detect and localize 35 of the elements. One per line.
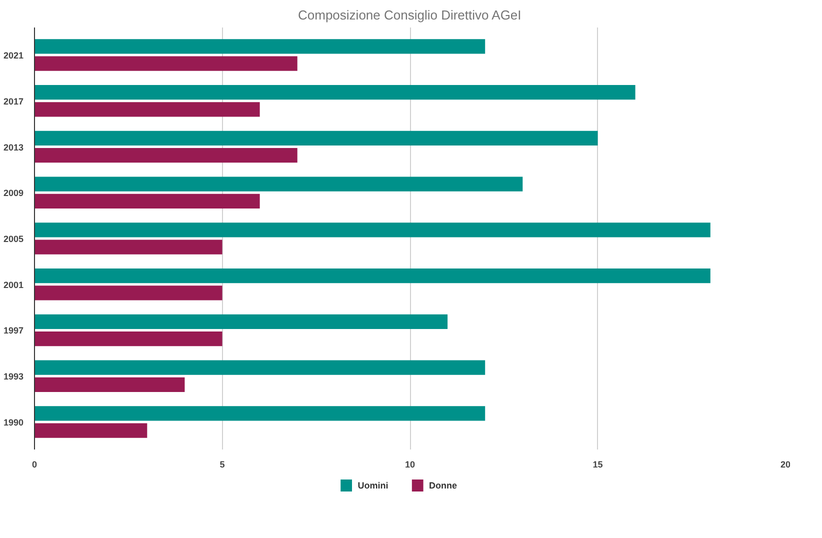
legend-label: Uomini <box>358 480 388 490</box>
x-tick-label: 15 <box>592 460 603 470</box>
legend-label: Donne <box>429 480 458 490</box>
x-tick-label: 0 <box>32 460 38 470</box>
y-tick-label: 2017 <box>3 96 24 106</box>
bar <box>34 194 260 209</box>
bar <box>34 102 260 117</box>
bar <box>34 56 298 71</box>
y-tick-label: 2021 <box>3 50 24 61</box>
chart-title: Composizione Consiglio Direttivo AGeI <box>298 8 522 22</box>
y-tick-label: 2005 <box>3 234 24 244</box>
y-tick-label: 1993 <box>3 372 24 382</box>
y-tick-label: 2013 <box>3 142 24 152</box>
bar <box>34 176 523 192</box>
y-tick-label: 2009 <box>3 188 24 198</box>
y-tick-label: 1997 <box>3 326 24 336</box>
y-tick-label: 2001 <box>3 280 24 290</box>
x-tick-label: 5 <box>220 460 225 470</box>
bar <box>34 148 298 163</box>
x-tick-label: 20 <box>780 460 791 470</box>
bar <box>34 377 185 392</box>
bar <box>34 84 636 100</box>
bar <box>34 268 710 284</box>
bar <box>34 360 486 375</box>
bar <box>34 314 448 329</box>
bar <box>34 423 148 438</box>
bar <box>34 332 222 346</box>
bar <box>34 39 486 54</box>
bar <box>34 130 598 146</box>
bar <box>34 286 222 300</box>
bar <box>34 240 222 254</box>
y-tick-label: 1990 <box>3 417 24 428</box>
x-tick-label: 10 <box>404 460 416 470</box>
bar <box>34 406 486 421</box>
bar <box>34 222 710 238</box>
